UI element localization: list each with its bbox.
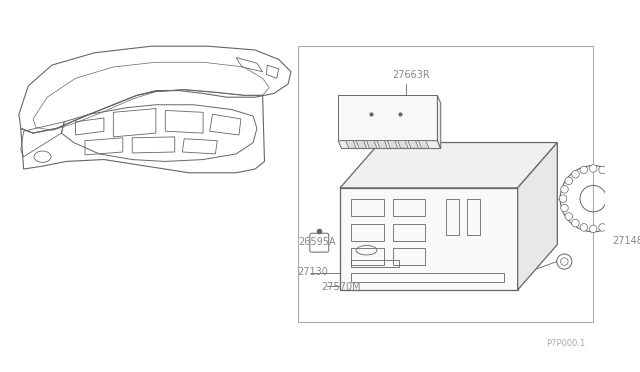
Polygon shape	[340, 142, 557, 188]
Circle shape	[589, 225, 597, 232]
Polygon shape	[387, 141, 397, 148]
Circle shape	[572, 219, 579, 227]
Bar	[351, 273, 504, 282]
Polygon shape	[377, 141, 387, 148]
Circle shape	[565, 213, 573, 220]
Circle shape	[580, 166, 588, 174]
Circle shape	[620, 195, 627, 202]
Circle shape	[599, 166, 606, 174]
Circle shape	[565, 177, 573, 185]
Polygon shape	[340, 188, 518, 290]
Polygon shape	[408, 141, 419, 148]
Circle shape	[572, 170, 579, 178]
Text: 27570M: 27570M	[321, 282, 361, 292]
Bar	[393, 248, 425, 265]
Bar	[298, 46, 593, 322]
Bar	[351, 224, 383, 241]
Text: P7P000.1: P7P000.1	[547, 340, 586, 349]
Text: 27663R: 27663R	[392, 70, 430, 80]
Bar	[351, 199, 383, 216]
Circle shape	[614, 213, 621, 220]
Circle shape	[607, 219, 615, 227]
Bar	[351, 248, 383, 265]
Text: 27130: 27130	[298, 267, 328, 277]
Circle shape	[561, 204, 568, 212]
Circle shape	[599, 224, 606, 231]
Polygon shape	[419, 141, 429, 148]
Polygon shape	[356, 141, 367, 148]
Bar	[393, 199, 425, 216]
Circle shape	[614, 177, 621, 185]
Bar	[351, 260, 399, 267]
Circle shape	[561, 186, 568, 193]
Polygon shape	[338, 95, 437, 141]
Bar	[393, 224, 425, 241]
Bar	[467, 199, 480, 235]
Bar	[446, 199, 459, 235]
Circle shape	[580, 224, 588, 231]
Text: 27148: 27148	[612, 236, 640, 246]
Circle shape	[618, 186, 626, 193]
Circle shape	[559, 195, 567, 202]
Text: 26595A: 26595A	[298, 237, 336, 247]
Circle shape	[589, 165, 597, 172]
Polygon shape	[397, 141, 408, 148]
Circle shape	[618, 204, 626, 212]
Circle shape	[607, 170, 615, 178]
Polygon shape	[346, 141, 356, 148]
Polygon shape	[367, 141, 377, 148]
Polygon shape	[518, 142, 557, 290]
Polygon shape	[338, 141, 441, 148]
Polygon shape	[437, 95, 441, 148]
